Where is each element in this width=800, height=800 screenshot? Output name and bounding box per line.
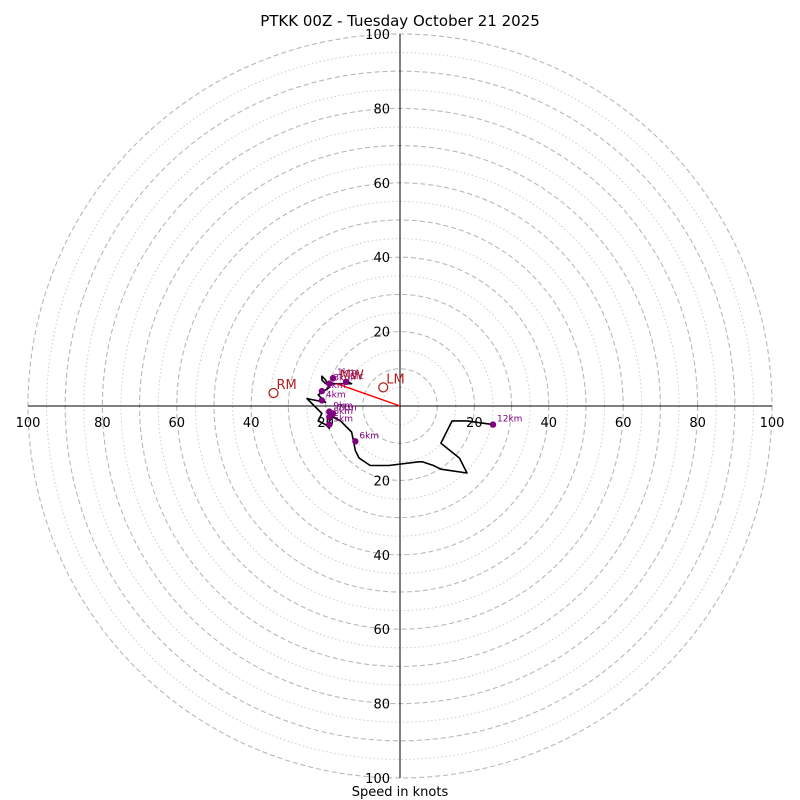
storm-label-LM: LM	[386, 372, 404, 387]
height-label-8km: 8km	[333, 407, 353, 417]
y-tick-label-up: 40	[373, 251, 390, 266]
x-tick-label: 60	[169, 416, 186, 431]
height-marker-Sfc	[342, 378, 350, 386]
height-label-Sfc: Sfc	[350, 372, 364, 382]
height-label-2km: 2km	[326, 381, 346, 391]
height-marker-4km	[318, 397, 326, 404]
storm-label-MW: MW	[340, 369, 364, 384]
y-tick-label-down: 80	[373, 698, 390, 713]
shear-vector-group	[336, 383, 401, 407]
x-tick-label: 60	[615, 416, 632, 431]
height-marker-6km	[352, 438, 359, 445]
height-label-5km: 5km	[333, 415, 353, 425]
y-tick-label-down: 40	[373, 549, 390, 564]
height-marker-3km	[326, 380, 333, 387]
height-marker-1km	[329, 374, 337, 382]
y-tick-label-down: 60	[373, 623, 390, 638]
x-tick-label: 100	[760, 416, 785, 431]
height-marker-12km	[489, 421, 497, 428]
height-marker-2km	[318, 387, 326, 395]
shear-vector-line	[336, 383, 401, 407]
y-tick-label-down: 100	[365, 772, 390, 787]
height-label-4km: 4km	[326, 390, 346, 400]
height-label-7km: 7km	[337, 403, 357, 413]
y-tick-label-up: 80	[373, 102, 390, 117]
x-tick-label: 40	[541, 416, 558, 431]
y-tick-label-up: 60	[373, 177, 390, 192]
y-tick-label-up: 20	[373, 326, 390, 341]
storm-label-RM: RM	[277, 378, 297, 393]
x-tick-label: 80	[94, 416, 111, 431]
x-tick-label: 100	[16, 416, 41, 431]
x-tick-label: 20	[466, 416, 483, 431]
chart-title: PTKK 00Z - Tuesday October 21 2025	[260, 12, 540, 30]
height-label-3km: 3km	[333, 374, 353, 384]
x-tick-label: 40	[243, 416, 260, 431]
height-label-6km: 6km	[359, 431, 379, 441]
storm-motion-group: RM LM MW	[268, 369, 405, 399]
height-label-12km: 12km	[497, 415, 522, 425]
axis-tick-labels: 100 80 60 40 20 20 40 60 80 100202040406060808010…	[16, 28, 785, 787]
x-tick-label: 80	[689, 416, 706, 431]
height-marker-8km	[326, 413, 333, 421]
storm-marker-RM	[268, 387, 279, 399]
height-label-1km: 1km	[337, 368, 357, 378]
y-tick-label-down: 20	[373, 474, 390, 489]
y-tick-label-up: 100	[365, 28, 390, 43]
x-axis-label: Speed in knots	[352, 785, 449, 800]
storm-marker-LM	[378, 382, 389, 393]
height-label-9km: 9km	[333, 402, 353, 412]
height-marker-5km	[326, 421, 333, 428]
